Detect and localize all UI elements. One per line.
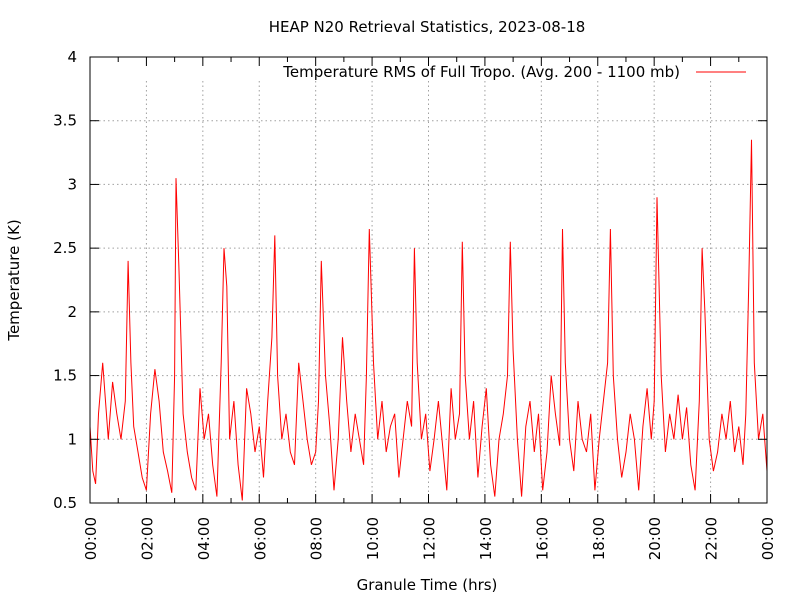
x-tick-label: 20:00 bbox=[646, 517, 664, 560]
legend: Temperature RMS of Full Tropo. (Avg. 200… bbox=[282, 63, 746, 81]
x-tick-label: 08:00 bbox=[308, 517, 326, 560]
y-tick-label: 1.5 bbox=[53, 367, 77, 385]
y-tick-label: 2.5 bbox=[53, 239, 77, 257]
x-axis-label: Granule Time (hrs) bbox=[357, 576, 498, 594]
x-tick-label: 00:00 bbox=[82, 517, 100, 560]
x-tick-label: 14:00 bbox=[477, 517, 495, 560]
plot-area bbox=[89, 139, 768, 501]
x-tick-label: 12:00 bbox=[421, 517, 439, 560]
x-tick-label: 22:00 bbox=[703, 517, 721, 560]
x-tick-label: 04:00 bbox=[195, 517, 213, 560]
x-tick-labels: 00:00 02:00 04:00 06:00 08:00 10:00 12:00 14:00… bbox=[82, 517, 777, 560]
legend-entry-label: Temperature RMS of Full Tropo. (Avg. 200… bbox=[282, 63, 680, 81]
y-tick-label: 0.5 bbox=[53, 494, 77, 512]
x-tick-label: 18:00 bbox=[590, 517, 608, 560]
chart-title: HEAP N20 Retrieval Statistics, 2023-08-1… bbox=[269, 18, 586, 36]
axis-ticks bbox=[89, 56, 768, 504]
series-line-temperature-rms bbox=[89, 139, 768, 501]
x-tick-label: 16:00 bbox=[533, 517, 551, 560]
y-tick-labels: 0.5 1 1.5 2 2.5 3 3.5 4 bbox=[53, 48, 77, 512]
x-tick-label: 00:00 bbox=[759, 517, 777, 560]
y-tick-label: 3.5 bbox=[53, 112, 77, 130]
y-tick-label: 4 bbox=[67, 48, 77, 66]
y-tick-label: 3 bbox=[67, 175, 77, 193]
y-tick-label: 2 bbox=[67, 303, 77, 321]
grid-lines bbox=[90, 81, 767, 503]
x-tick-label: 06:00 bbox=[251, 517, 269, 560]
y-axis-label: Temperature (K) bbox=[5, 219, 23, 341]
y-tick-label: 1 bbox=[67, 430, 77, 448]
x-tick-label: 02:00 bbox=[138, 517, 156, 560]
x-tick-label: 10:00 bbox=[364, 517, 382, 560]
